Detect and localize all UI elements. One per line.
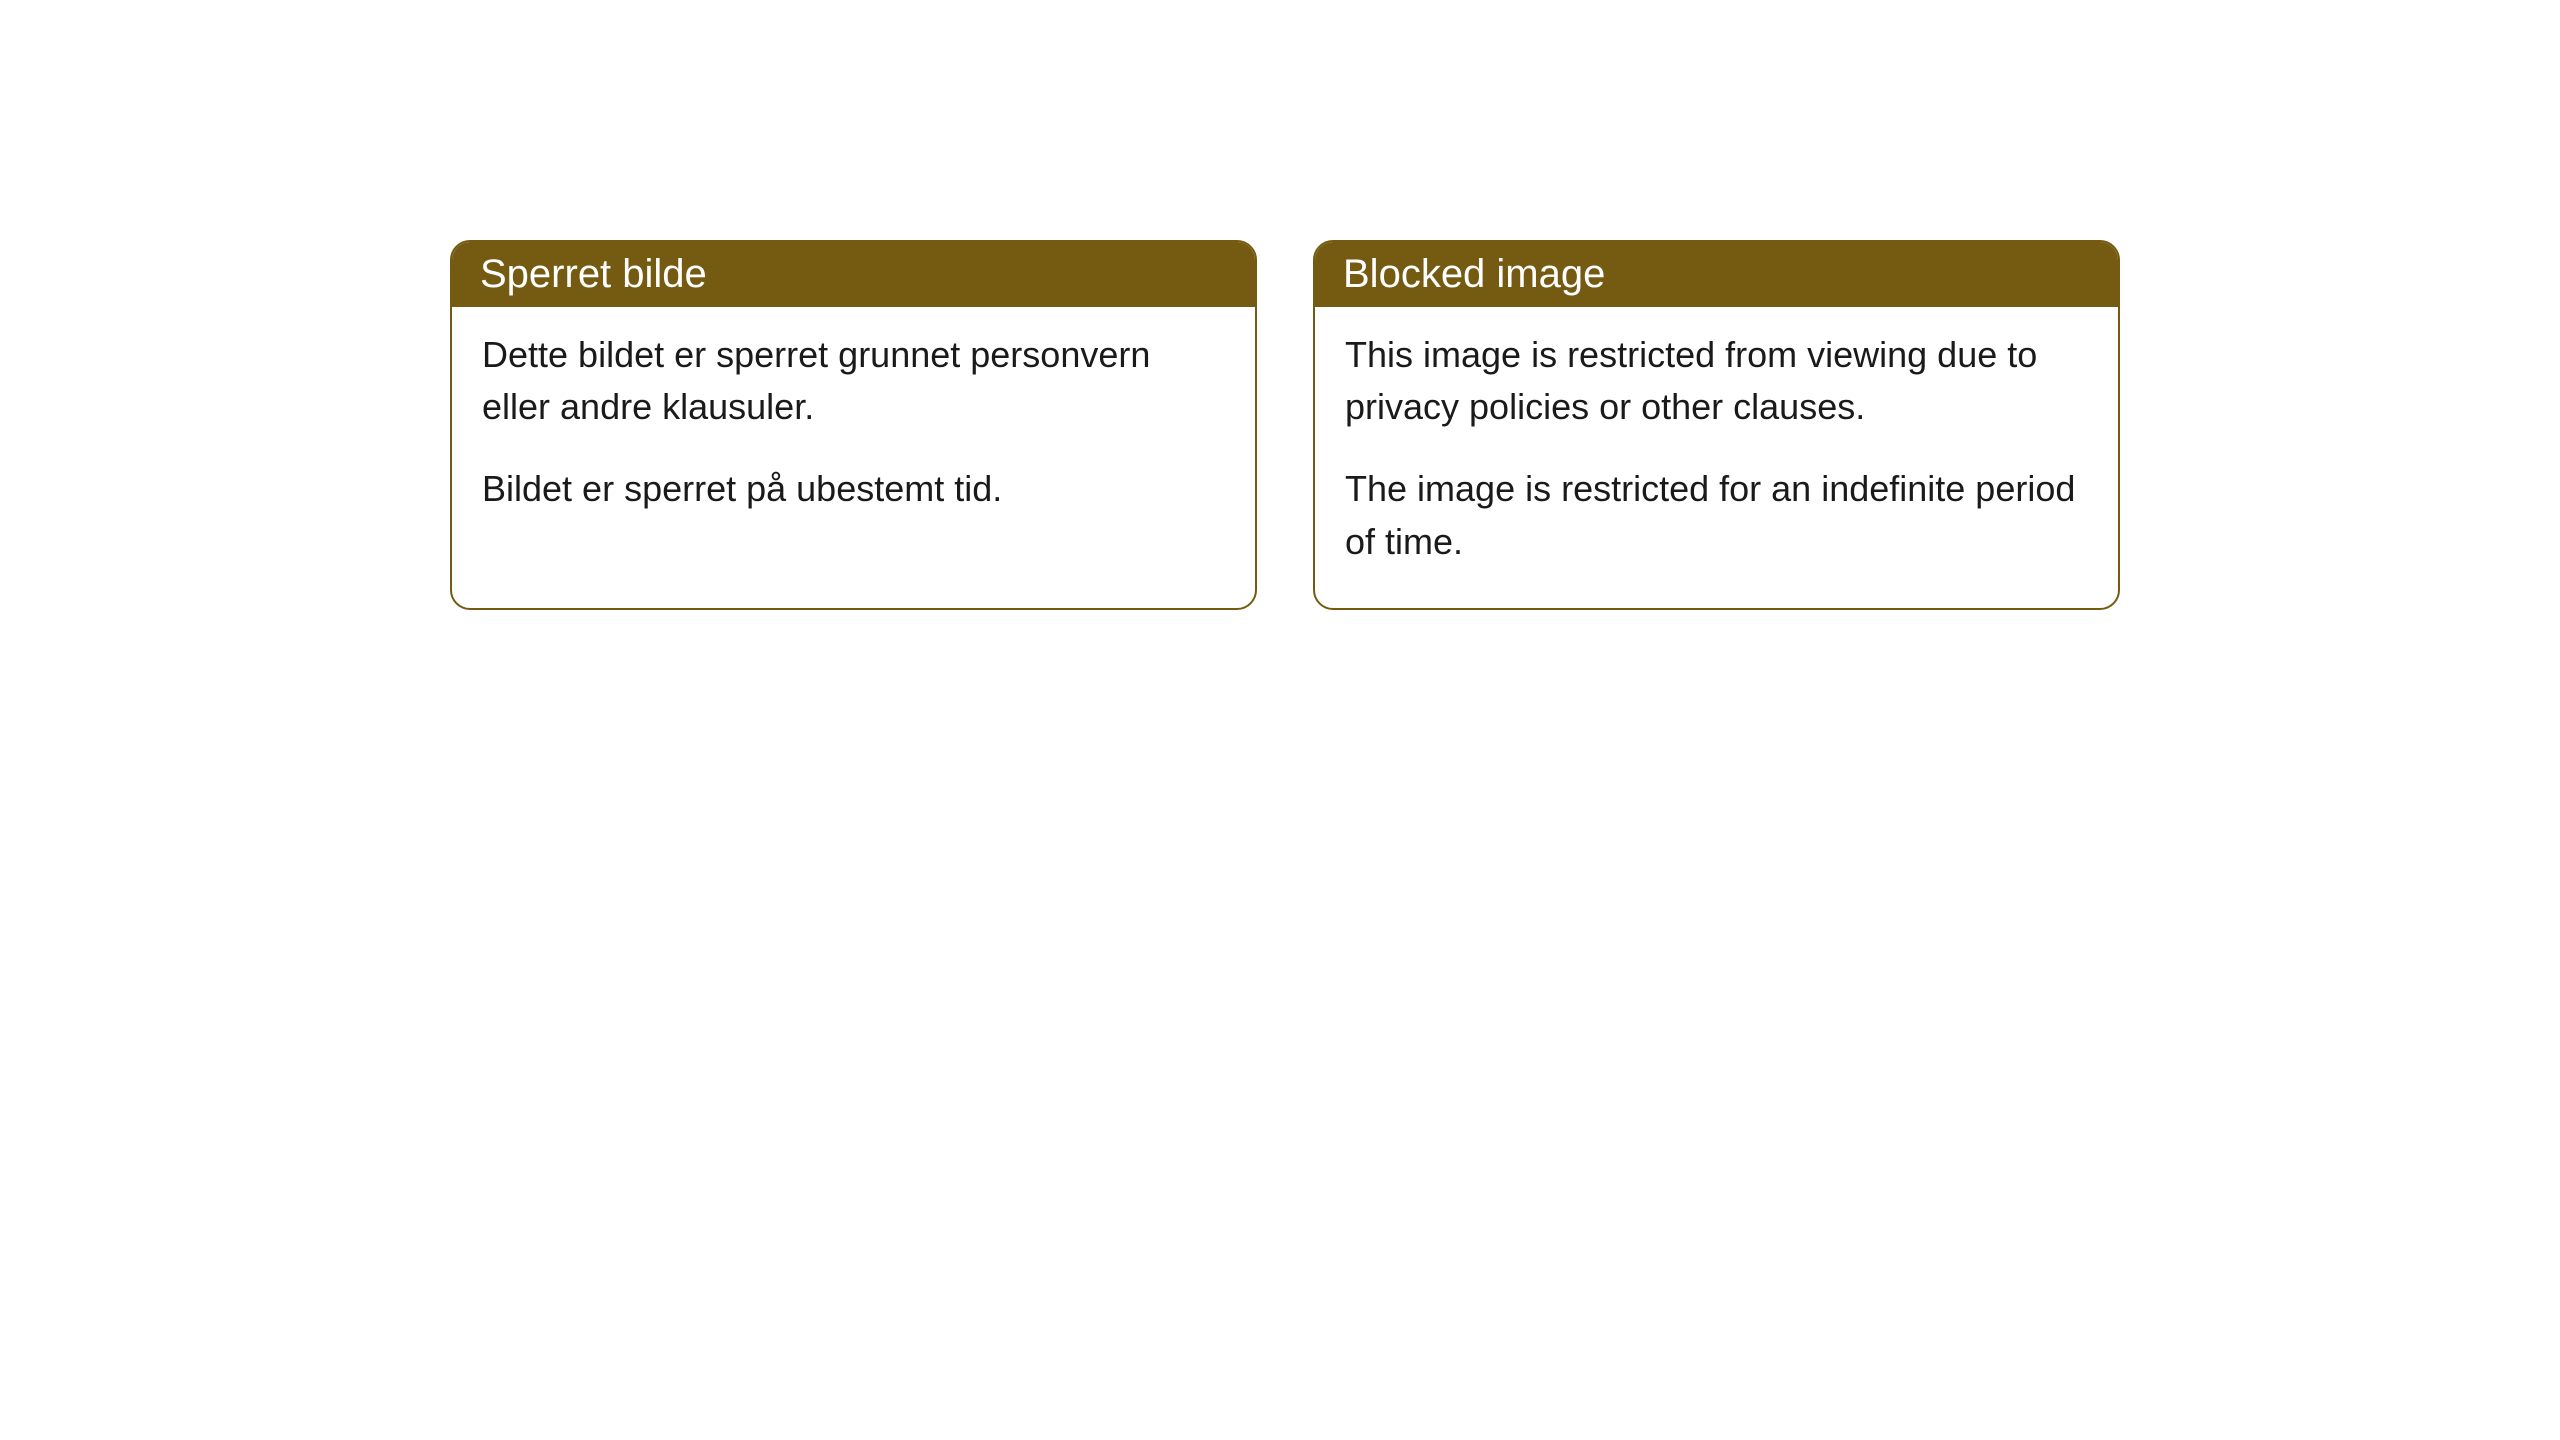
notice-card-english: Blocked image This image is restricted f…	[1313, 240, 2120, 610]
card-body: This image is restricted from viewing du…	[1315, 307, 2118, 608]
notice-text-2: Bildet er sperret på ubestemt tid.	[482, 463, 1225, 515]
notice-text-1: This image is restricted from viewing du…	[1345, 329, 2088, 433]
card-header: Sperret bilde	[452, 242, 1255, 307]
notice-container: Sperret bilde Dette bildet er sperret gr…	[450, 240, 2120, 610]
notice-text-1: Dette bildet er sperret grunnet personve…	[482, 329, 1225, 433]
notice-text-2: The image is restricted for an indefinit…	[1345, 463, 2088, 567]
card-header: Blocked image	[1315, 242, 2118, 307]
card-body: Dette bildet er sperret grunnet personve…	[452, 307, 1255, 556]
notice-card-norwegian: Sperret bilde Dette bildet er sperret gr…	[450, 240, 1257, 610]
